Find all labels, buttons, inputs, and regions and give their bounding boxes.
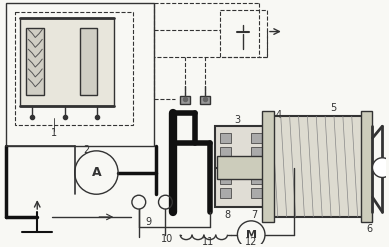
Bar: [269, 116, 363, 217]
Bar: [217, 156, 266, 180]
Text: A: A: [91, 166, 101, 179]
Bar: [6, 3, 154, 146]
Bar: [220, 147, 231, 157]
Circle shape: [373, 158, 389, 178]
Text: 5: 5: [330, 103, 336, 113]
Bar: [26, 28, 44, 95]
Bar: [200, 96, 210, 103]
Text: 4: 4: [276, 110, 282, 120]
Text: 10: 10: [161, 234, 173, 244]
Bar: [220, 175, 231, 184]
Text: 1: 1: [51, 128, 57, 138]
Bar: [251, 133, 263, 143]
Bar: [14, 12, 133, 125]
Bar: [215, 126, 269, 207]
Bar: [251, 188, 263, 198]
Bar: [220, 133, 231, 143]
Bar: [262, 111, 274, 222]
Bar: [220, 10, 267, 57]
Text: 12: 12: [245, 237, 258, 247]
Text: 11: 11: [202, 237, 214, 247]
Bar: [251, 161, 263, 171]
Bar: [21, 18, 114, 106]
Text: 9: 9: [145, 217, 152, 227]
Text: 7: 7: [251, 210, 257, 220]
Text: 3: 3: [234, 115, 240, 125]
Bar: [80, 28, 97, 95]
Text: 8: 8: [224, 210, 231, 220]
Bar: [220, 161, 231, 171]
Text: 2: 2: [83, 145, 89, 155]
Bar: [361, 111, 373, 222]
Bar: [180, 96, 190, 103]
Text: 6: 6: [366, 224, 373, 234]
Bar: [251, 147, 263, 157]
Bar: [220, 188, 231, 198]
Bar: [251, 175, 263, 184]
Text: M: M: [246, 230, 257, 240]
